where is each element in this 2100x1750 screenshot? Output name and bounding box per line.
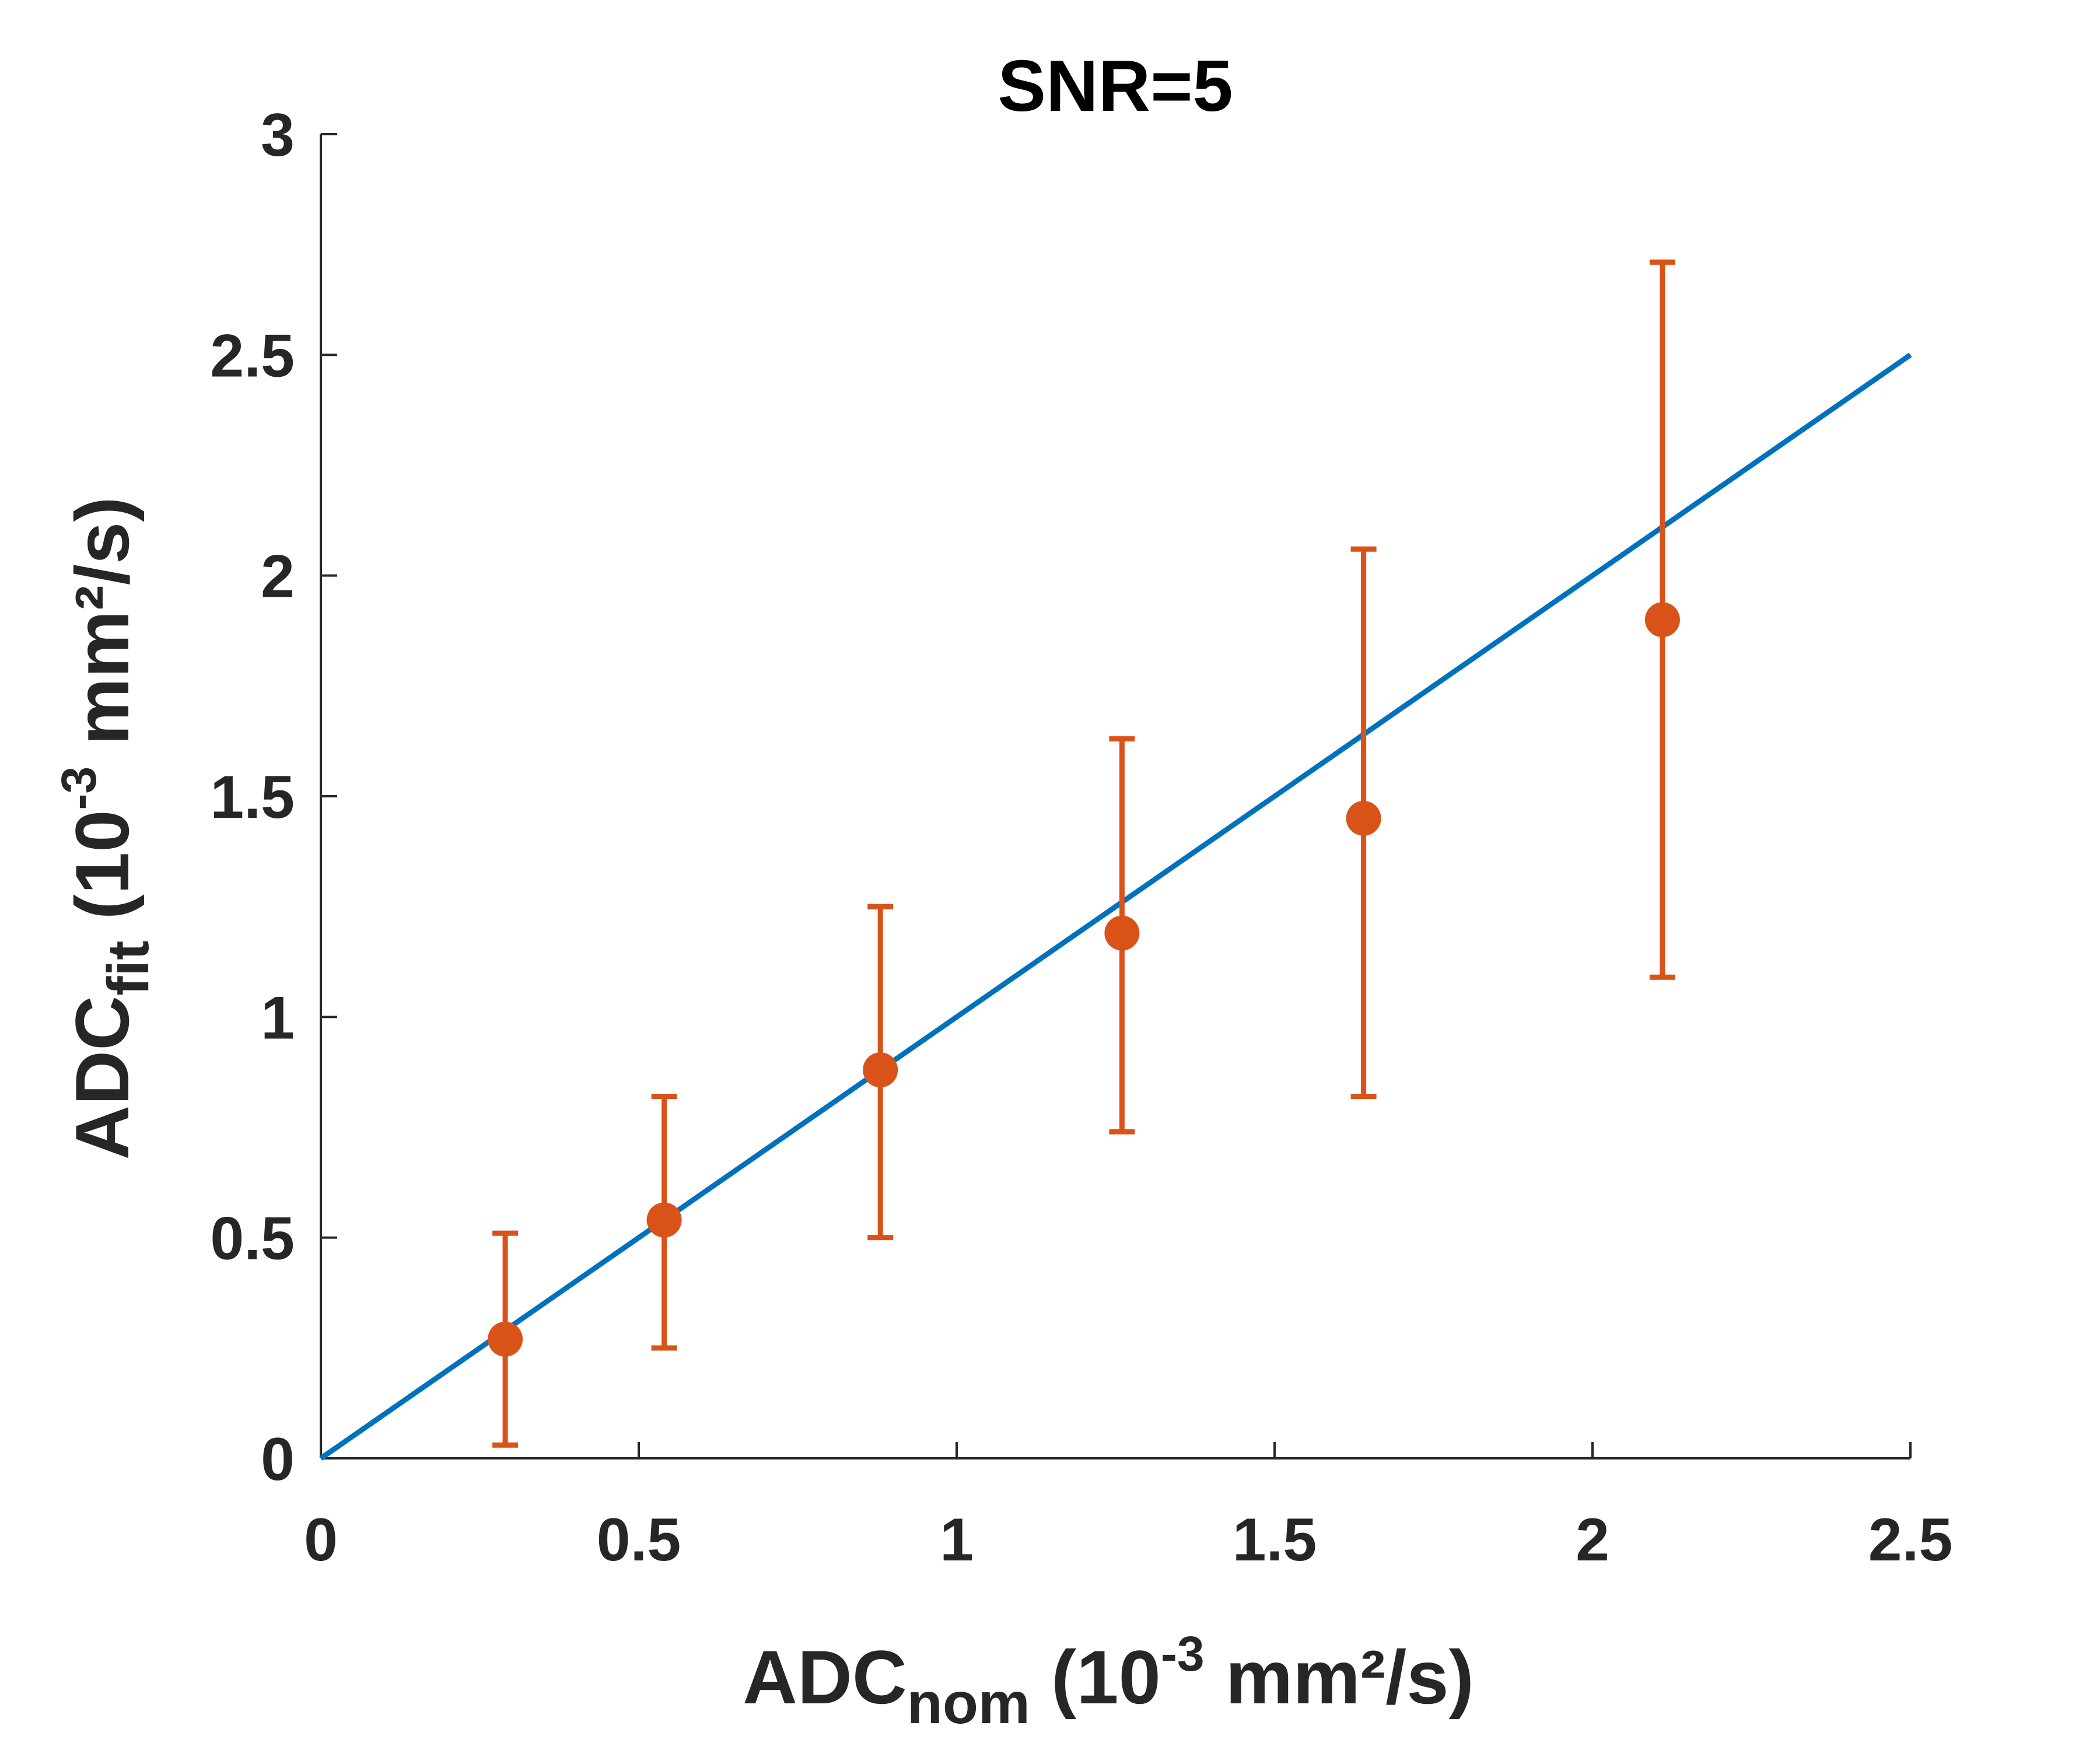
x-tick-label: 2 bbox=[1576, 1506, 1609, 1574]
data-point bbox=[1346, 800, 1381, 836]
x-tick-label: 1 bbox=[940, 1506, 974, 1574]
data-point bbox=[863, 1052, 898, 1088]
identity-line bbox=[319, 352, 1912, 1461]
x-axis-label: ADCnom (10-3 mm²/s) bbox=[743, 1626, 1474, 1736]
data-point bbox=[1644, 602, 1680, 638]
y-tick-label: 1.5 bbox=[210, 764, 295, 831]
data-point bbox=[488, 1321, 523, 1357]
data-point bbox=[1104, 915, 1140, 951]
x-tick-label: 0.5 bbox=[597, 1506, 681, 1574]
y-tick-label: 2.5 bbox=[210, 322, 295, 390]
x-tick-label: 0 bbox=[304, 1506, 338, 1574]
axes: 0 0.5 1 1.5 2 2.5 0 0.5 1 1.5 2 2.5 3 bbox=[210, 102, 1952, 1574]
y-tick-label: 0.5 bbox=[210, 1205, 295, 1273]
x-tick-label: 1.5 bbox=[1233, 1506, 1317, 1574]
chart-title: SNR=5 bbox=[998, 46, 1233, 127]
x-tick-label: 2.5 bbox=[1868, 1506, 1953, 1574]
y-tick-label: 2 bbox=[261, 543, 295, 611]
y-axis-label: ADCfit (10-3 mm²/s) bbox=[51, 496, 161, 1160]
data-point bbox=[646, 1202, 682, 1238]
y-tick-label: 1 bbox=[261, 984, 295, 1052]
plot-area bbox=[319, 259, 1912, 1461]
y-tick-label: 3 bbox=[261, 102, 295, 169]
y-tick-label: 0 bbox=[261, 1426, 295, 1493]
